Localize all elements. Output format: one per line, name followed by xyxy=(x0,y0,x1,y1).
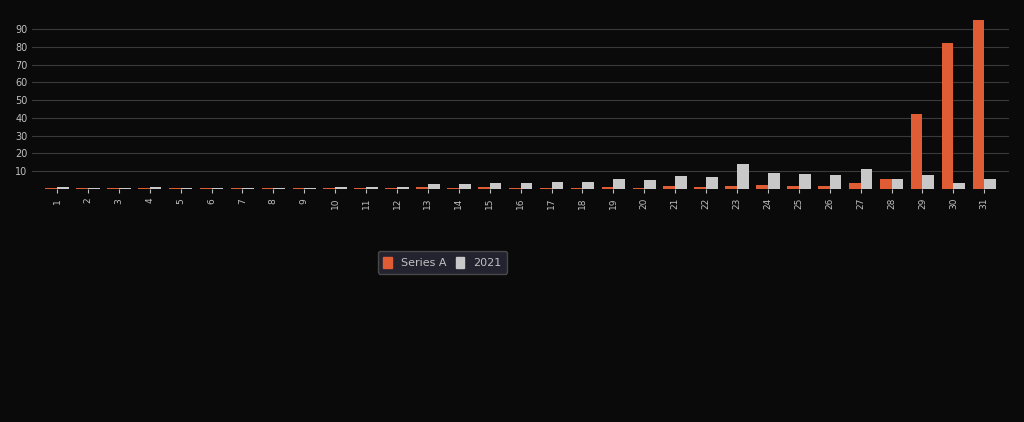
Bar xyxy=(273,188,285,189)
Bar xyxy=(923,175,934,189)
Bar xyxy=(942,43,953,189)
Bar xyxy=(416,187,428,189)
Bar xyxy=(694,187,707,189)
Bar xyxy=(366,187,378,189)
Bar xyxy=(459,184,471,189)
Bar xyxy=(910,114,923,189)
Bar xyxy=(602,187,613,189)
Bar xyxy=(707,177,718,189)
Bar xyxy=(799,174,811,189)
Bar xyxy=(88,188,99,189)
Bar xyxy=(725,186,737,189)
Bar xyxy=(860,169,872,189)
Bar xyxy=(304,188,316,189)
Bar xyxy=(849,183,860,189)
Bar xyxy=(984,179,996,189)
Bar xyxy=(45,188,57,189)
Bar xyxy=(664,186,675,189)
Bar xyxy=(243,188,254,189)
Bar xyxy=(756,185,768,189)
Bar xyxy=(212,188,223,189)
Bar xyxy=(447,188,459,189)
Bar xyxy=(397,187,409,189)
Bar xyxy=(150,187,162,189)
Bar xyxy=(540,188,552,189)
Bar xyxy=(737,164,749,189)
Bar xyxy=(478,187,489,189)
Bar xyxy=(138,188,150,189)
Bar xyxy=(570,188,583,189)
Bar xyxy=(335,187,347,189)
Bar xyxy=(509,188,520,189)
Bar xyxy=(552,181,563,189)
Bar xyxy=(583,182,594,189)
Bar xyxy=(892,179,903,189)
Bar xyxy=(119,188,130,189)
Bar xyxy=(880,179,892,189)
Bar xyxy=(768,173,779,189)
Bar xyxy=(675,176,687,189)
Bar xyxy=(613,179,625,189)
Bar xyxy=(180,188,193,189)
Bar xyxy=(644,179,656,189)
Bar xyxy=(489,183,502,189)
Bar xyxy=(169,188,180,189)
Bar xyxy=(829,175,842,189)
Bar xyxy=(520,183,532,189)
Bar xyxy=(818,186,829,189)
Bar xyxy=(633,188,644,189)
Bar xyxy=(787,186,799,189)
Bar xyxy=(973,20,984,189)
Bar xyxy=(57,187,69,189)
Bar xyxy=(953,183,965,189)
Bar xyxy=(428,184,439,189)
Legend: Series A, 2021: Series A, 2021 xyxy=(378,251,507,273)
